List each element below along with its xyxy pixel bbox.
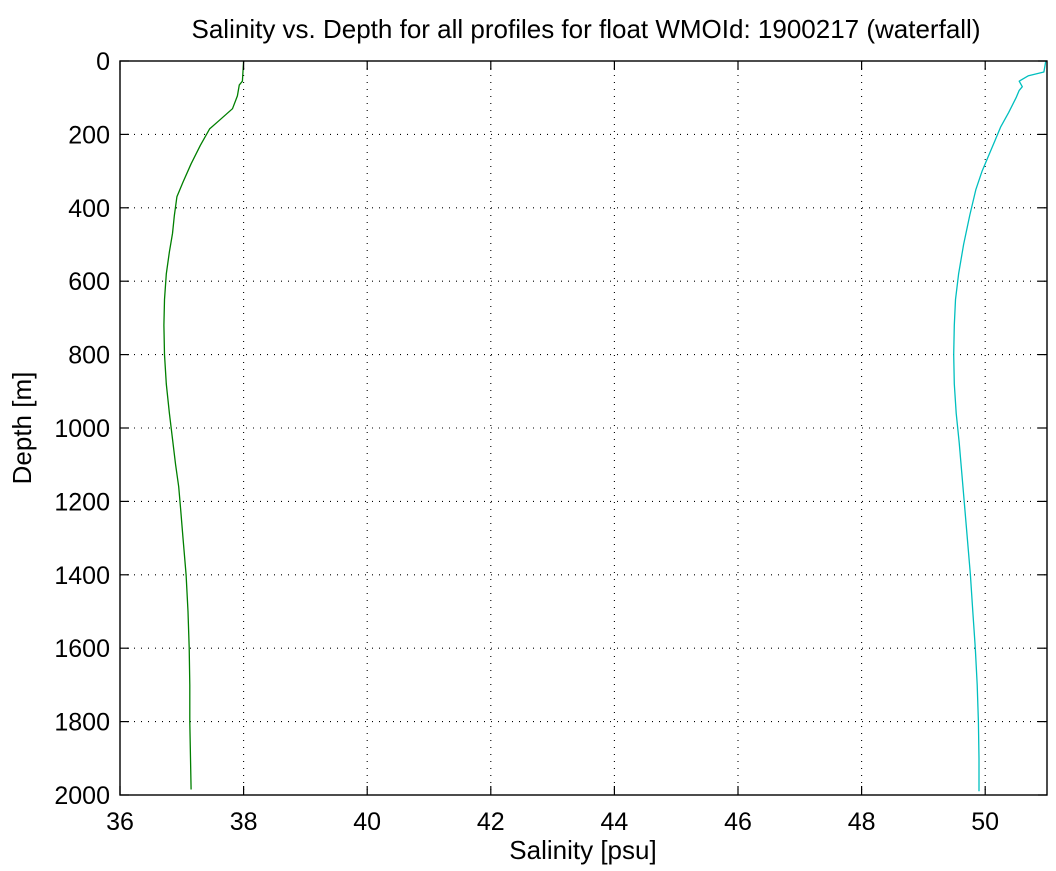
y-tick-label: 0 xyxy=(96,48,110,76)
y-tick-label: 1600 xyxy=(54,635,110,663)
x-tick-label: 46 xyxy=(724,808,752,836)
x-tick-label: 48 xyxy=(848,808,876,836)
y-tick-label: 600 xyxy=(68,268,110,296)
chart-title: Salinity vs. Depth for all profiles for … xyxy=(192,14,981,44)
series-line-2 xyxy=(953,60,1047,792)
y-tick-label: 800 xyxy=(68,342,110,370)
x-tick-label: 36 xyxy=(106,808,134,836)
y-tick-label: 1400 xyxy=(54,562,110,590)
y-axis-label: Depth [m] xyxy=(7,372,37,485)
x-tick-label: 50 xyxy=(971,808,999,836)
y-tick-labels: 0 200 400 600 800 1000 1200 1400 1600 1800 2000 xyxy=(54,48,110,810)
y-tick-label: 1000 xyxy=(54,415,110,443)
gridlines xyxy=(120,61,1047,795)
y-tick-label: 200 xyxy=(68,121,110,149)
x-tick-label: 44 xyxy=(600,808,628,836)
x-tick-label: 38 xyxy=(230,808,258,836)
plot-frame xyxy=(119,60,1048,796)
y-tick-label: 400 xyxy=(68,195,110,223)
ticks xyxy=(119,60,1047,796)
y-tick-label: 1200 xyxy=(54,488,110,516)
x-axis-label: Salinity [psu] xyxy=(509,835,656,865)
x-tick-label: 42 xyxy=(477,808,505,836)
y-tick-label: 2000 xyxy=(54,782,110,810)
y-tick-label: 1800 xyxy=(54,709,110,737)
plot-series xyxy=(163,60,1047,792)
x-tick-label: 40 xyxy=(353,808,381,836)
series-line-1 xyxy=(163,60,245,790)
x-tick-labels: 36 38 40 42 44 46 48 50 xyxy=(106,808,999,836)
